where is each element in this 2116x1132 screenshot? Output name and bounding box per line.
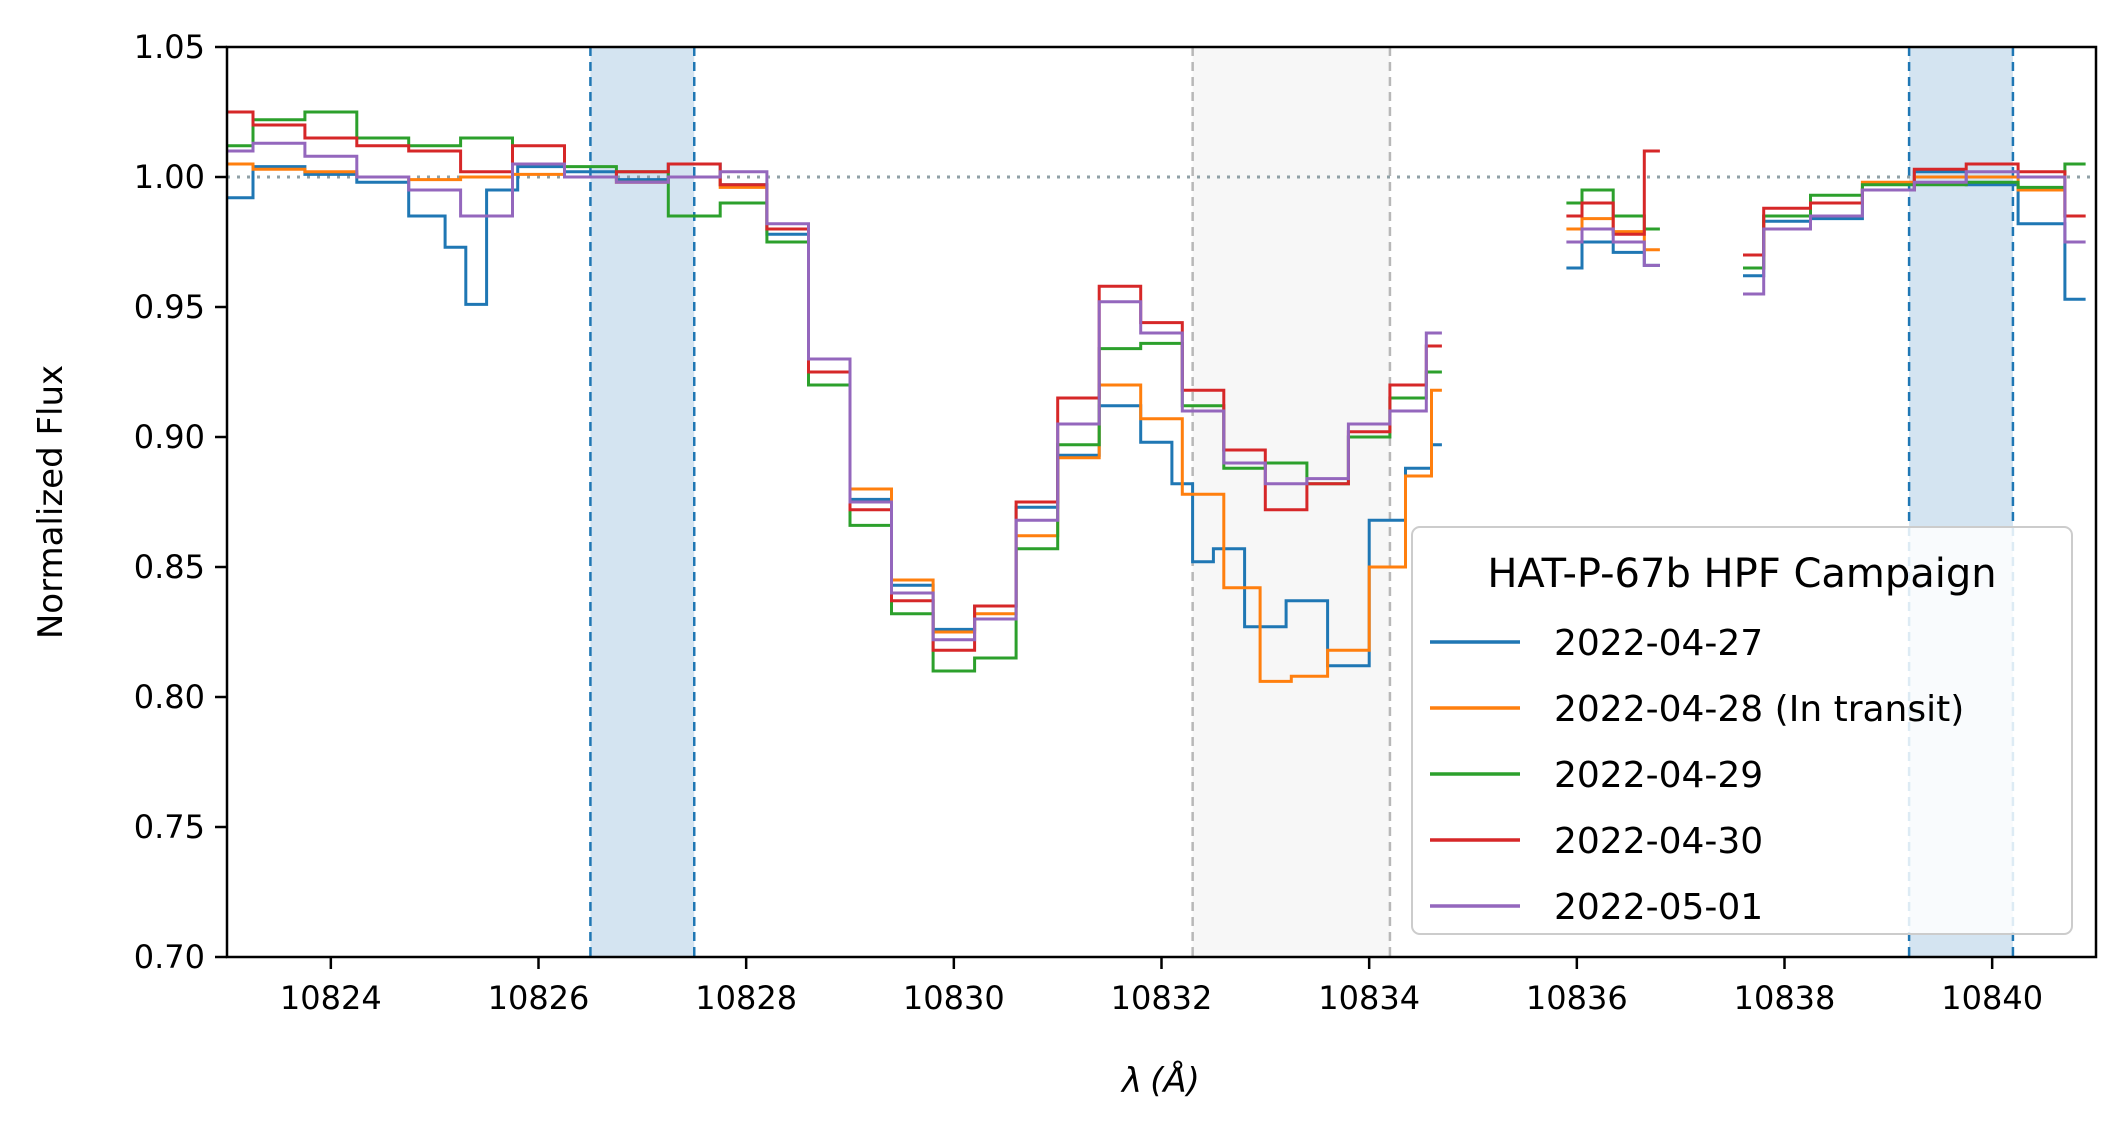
shaded-band-0 bbox=[590, 47, 695, 957]
x-tick-label: 10838 bbox=[1734, 979, 1836, 1017]
x-tick-label: 10832 bbox=[1111, 979, 1213, 1017]
x-tick-label: 10824 bbox=[280, 979, 382, 1017]
x-axis-label-unit: (Å) bbox=[1150, 1060, 1200, 1101]
y-tick-label: 0.95 bbox=[134, 288, 205, 326]
series-line-3-seg-2 bbox=[1743, 162, 2086, 257]
x-tick-label: 10836 bbox=[1526, 979, 1628, 1017]
series-layer bbox=[227, 110, 2086, 683]
series-line-4-seg-0 bbox=[227, 141, 1442, 642]
y-tick-label: 0.70 bbox=[134, 938, 205, 976]
y-tick-label: 0.75 bbox=[134, 808, 205, 846]
y-tick-label: 0.90 bbox=[134, 418, 205, 456]
x-tick-label: 10834 bbox=[1318, 979, 1420, 1017]
x-axis: 10824 10826 10828 10830 10832 10834 10836 10838… bbox=[280, 957, 2043, 1017]
y-tick-label: 1.05 bbox=[134, 28, 205, 66]
x-tick-label: 10830 bbox=[903, 979, 1005, 1017]
y-tick-label: 0.80 bbox=[134, 678, 205, 716]
y-tick-label: 0.85 bbox=[134, 548, 205, 586]
legend-entry-2: 2022-04-29 bbox=[1554, 755, 1763, 796]
y-axis-label: Normalized Flux bbox=[31, 365, 71, 639]
shaded-band-1 bbox=[1192, 47, 1390, 957]
series-line-3-seg-1 bbox=[1566, 149, 1660, 236]
legend-entry-0: 2022-04-27 bbox=[1554, 623, 1763, 664]
legend-entry-1: 2022-04-28 (In transit) bbox=[1554, 689, 1964, 730]
series-line-1-seg-0 bbox=[227, 162, 1442, 683]
x-axis-label-symbol: λ bbox=[1120, 1061, 1142, 1101]
series-line-4-seg-1 bbox=[1566, 227, 1660, 267]
legend-entry-4: 2022-05-01 bbox=[1554, 887, 1763, 928]
x-axis-label: λ (Å) bbox=[1120, 1060, 1200, 1101]
y-axis: 0.70 0.75 0.80 0.85 0.90 0.95 1.00 1.05 bbox=[134, 28, 227, 976]
series-line-4-seg-2 bbox=[1743, 170, 2086, 296]
legend-title: HAT-P-67b HPF Campaign bbox=[1487, 551, 1996, 597]
legend-box bbox=[1411, 526, 2073, 935]
legend: HAT-P-67b HPF Campaign 2022-04-27 2022-04-… bbox=[1411, 526, 2073, 935]
y-tick-label: 1.00 bbox=[134, 158, 205, 196]
x-tick-label: 10840 bbox=[1941, 979, 2043, 1017]
legend-entry-3: 2022-04-30 bbox=[1554, 821, 1763, 862]
x-tick-label: 10826 bbox=[488, 979, 590, 1017]
x-tick-label: 10828 bbox=[695, 979, 797, 1017]
